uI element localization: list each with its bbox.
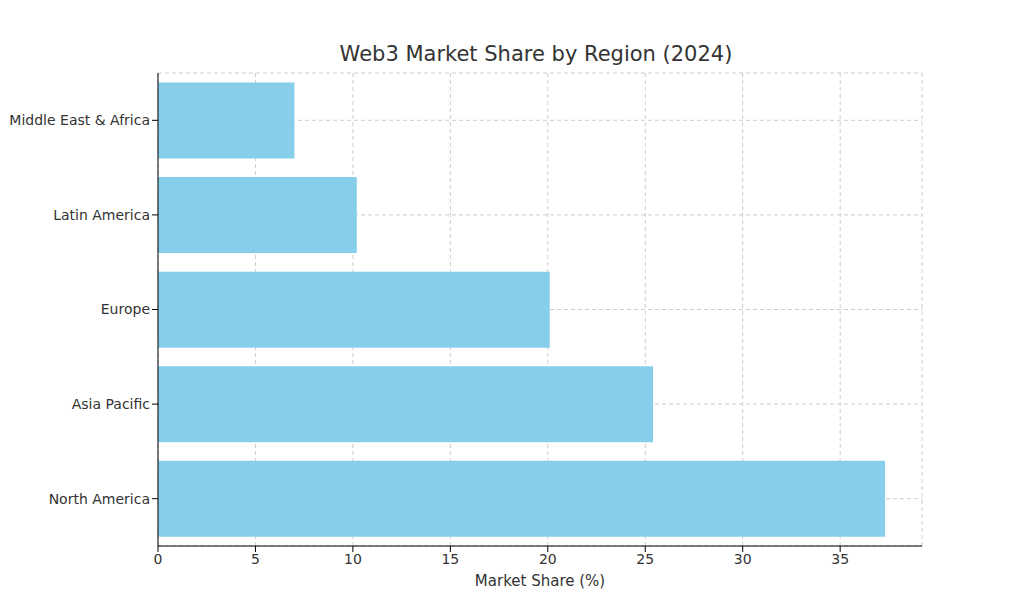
svg-text:Middle East & Africa: Middle East & Africa: [9, 112, 150, 128]
svg-text:35: 35: [831, 551, 849, 567]
svg-text:15: 15: [441, 551, 459, 567]
svg-text:30: 30: [734, 551, 752, 567]
svg-text:20: 20: [539, 551, 557, 567]
svg-text:Market Share (%): Market Share (%): [475, 572, 605, 590]
svg-text:5: 5: [251, 551, 260, 567]
svg-text:Europe: Europe: [101, 301, 150, 317]
svg-text:Asia Pacific: Asia Pacific: [72, 396, 150, 412]
svg-text:Latin America: Latin America: [53, 207, 150, 223]
svg-text:0: 0: [154, 551, 163, 567]
html-text:Web3 Market Share by Region (2: Web3 Market Share by Region (2024): [339, 42, 733, 66]
svg-text:25: 25: [636, 551, 654, 567]
svg-text:10: 10: [344, 551, 362, 567]
svg-text:North America: North America: [49, 491, 150, 507]
